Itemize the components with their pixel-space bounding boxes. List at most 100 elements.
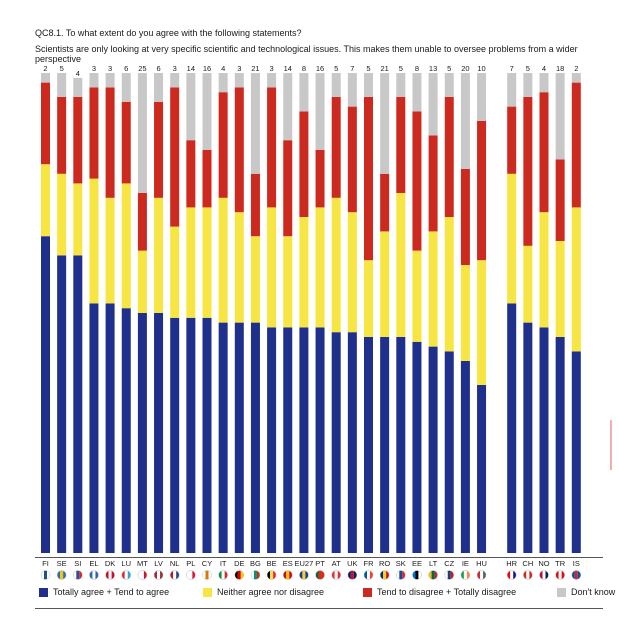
data-label-dont-know-cz: 5 (447, 64, 451, 73)
x-tick-label-ie: IE (462, 559, 469, 568)
bar-agree-ch (523, 322, 533, 553)
bar-dont-know-uk (347, 73, 357, 107)
bar-agree-el (89, 303, 99, 553)
bar-agree-hr (507, 303, 517, 553)
legend-swatch-neither (203, 587, 212, 597)
bar-neither-lv (154, 197, 164, 313)
bar-dont-know-lt (428, 73, 438, 136)
x-tick-label-dk: DK (105, 559, 115, 568)
flag-icon-pl (186, 570, 196, 580)
bar-disagree-es (283, 140, 293, 237)
flag-icon-pt (315, 570, 325, 580)
x-tick-label-fr: FR (364, 559, 375, 568)
flag-icon-lu (121, 570, 131, 580)
x-tick-label-eu27: EU27 (295, 559, 314, 568)
bar-neither-eu27 (299, 217, 309, 328)
bar-disagree-de (234, 87, 244, 213)
x-tick-label-cy: CY (202, 559, 212, 568)
legend-label-neither: Neither agree nor disagree (217, 587, 325, 597)
bar-neither-be (267, 207, 277, 328)
bar-dont-know-cz (444, 73, 454, 97)
bar-disagree-eu27 (299, 111, 309, 217)
data-label-dont-know-el: 3 (92, 64, 96, 73)
bar-dont-know-cy (202, 73, 212, 150)
x-tick-label-ch: CH (522, 559, 533, 568)
bar-agree-cy (202, 317, 212, 553)
flag-icon-cz (444, 570, 454, 580)
bar-disagree-be (267, 87, 277, 208)
data-label-dont-know-eu27: 8 (302, 64, 306, 73)
bar-neither-ie (460, 265, 470, 361)
data-label-dont-know-se: 5 (60, 64, 64, 73)
data-label-dont-know-pl: 14 (187, 64, 195, 73)
bar-disagree-no (539, 92, 549, 213)
bar-dont-know-no (539, 73, 549, 93)
legend-label-dont-know: Don't know (571, 587, 616, 597)
bar-dont-know-dk (105, 73, 115, 88)
bar-disagree-se (57, 97, 67, 174)
bar-agree-bg (250, 322, 260, 553)
bar-neither-ch (523, 245, 533, 323)
data-label-dont-know-tr: 18 (556, 64, 564, 73)
bar-dont-know-is (571, 73, 581, 83)
x-tick-label-bg: BG (250, 559, 261, 568)
bar-dont-know-fi (41, 73, 50, 83)
flag-icon-be (266, 570, 277, 580)
flag-icon-de (234, 570, 245, 580)
bar-dont-know-es (283, 73, 293, 141)
data-label-dont-know-mt: 25 (138, 64, 146, 73)
bar-agree-tr (555, 337, 565, 553)
legend-item-disagree: Tend to disagree + Totally disagree (363, 587, 516, 597)
bar-disagree-el (89, 87, 99, 179)
bar-neither-ro (380, 231, 390, 337)
bar-dont-know-sk (396, 73, 406, 97)
bar-neither-it (218, 197, 228, 323)
x-tick-label-tr: TR (555, 559, 566, 568)
legend-item-neither: Neither agree nor disagree (203, 587, 324, 597)
data-label-dont-know-cy: 16 (203, 64, 211, 73)
data-label-dont-know-ee: 8 (415, 64, 419, 73)
bar-agree-se (57, 255, 67, 553)
flag-icon-nl (169, 570, 180, 580)
bar-neither-fr (364, 260, 373, 337)
x-tick-label-it: IT (220, 559, 227, 568)
bar-dont-know-lu (121, 73, 131, 102)
bar-agree-sk (396, 337, 406, 553)
bar-agree-no (539, 327, 549, 553)
x-tick-label-ee: EE (412, 559, 422, 568)
flag-icon-fr (363, 570, 374, 580)
x-tick-label-lv: LV (154, 559, 163, 568)
data-label-dont-know-de: 3 (237, 64, 241, 73)
bar-dont-know-bg (250, 73, 260, 174)
bar-neither-si (73, 183, 83, 256)
bar-disagree-dk (105, 87, 115, 198)
bar-disagree-fi (41, 82, 50, 165)
chart-subtitle: Scientists are only looking at very spec… (35, 44, 578, 64)
bar-disagree-cz (444, 97, 454, 217)
data-label-dont-know-uk: 7 (350, 64, 354, 73)
bar-dont-know-it (218, 73, 228, 93)
bar-disagree-uk (347, 106, 357, 213)
flag-icon-eu27 (299, 570, 309, 580)
bar-neither-bg (250, 236, 260, 323)
bar-agree-cz (444, 351, 454, 553)
flag-icon-is (571, 570, 582, 580)
x-tick-label-ro: RO (379, 559, 390, 568)
bar-agree-pt (315, 327, 325, 553)
data-label-dont-know-hu: 10 (477, 64, 485, 73)
bar-neither-at (331, 197, 341, 333)
x-tick-label-pt: PT (315, 559, 325, 568)
bar-agree-ee (412, 341, 422, 553)
flag-icon-el (89, 570, 99, 580)
data-label-dont-know-ch: 5 (526, 64, 530, 73)
bar-agree-eu27 (299, 327, 309, 553)
data-label-dont-know-lv: 6 (156, 64, 160, 73)
x-tick-label-el: EL (89, 559, 98, 568)
x-tick-label-hr: HR (506, 559, 517, 568)
bar-disagree-tr (555, 159, 565, 241)
x-tick-label-mt: MT (137, 559, 148, 568)
bar-disagree-at (331, 97, 341, 198)
bar-disagree-lt (428, 135, 438, 232)
legend-divider (35, 608, 603, 609)
bar-agree-si (73, 255, 83, 553)
